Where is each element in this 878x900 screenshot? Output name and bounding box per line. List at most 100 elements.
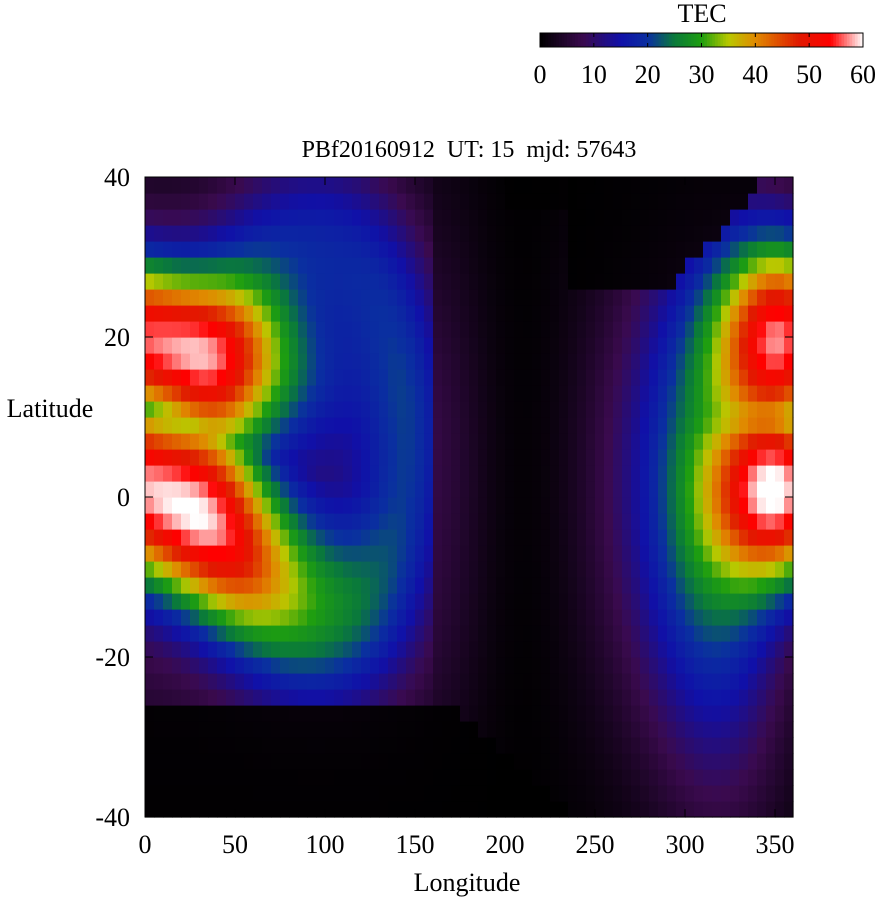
heatmap-cell — [397, 497, 407, 514]
heatmap-cell — [172, 177, 182, 194]
heatmap-cell — [442, 497, 452, 514]
heatmap-cell — [676, 769, 686, 786]
heatmap-cell — [667, 273, 677, 290]
heatmap-cell — [550, 305, 560, 322]
heatmap-cell — [154, 401, 164, 418]
heatmap-cell — [640, 561, 650, 578]
heatmap-cell — [586, 353, 596, 370]
heatmap-cell — [163, 321, 173, 338]
heatmap-cell — [487, 769, 497, 786]
heatmap-cell — [622, 641, 632, 658]
heatmap-cell — [667, 401, 677, 418]
heatmap-cell — [334, 433, 344, 450]
heatmap-cell — [262, 577, 272, 594]
heatmap-cell — [424, 209, 434, 226]
heatmap-cell — [532, 753, 542, 770]
heatmap-cell — [208, 673, 218, 690]
heatmap-cell — [424, 449, 434, 466]
heatmap-cell — [613, 417, 623, 434]
heatmap-cell — [145, 369, 155, 386]
heatmap-cell — [532, 689, 542, 706]
heatmap-cell — [622, 609, 632, 626]
heatmap-cell — [667, 385, 677, 402]
heatmap-cell — [739, 321, 749, 338]
heatmap-cell — [532, 209, 542, 226]
heatmap-cell — [208, 801, 218, 818]
heatmap-cell — [352, 737, 362, 754]
heatmap-cell — [604, 401, 614, 418]
heatmap-cell — [766, 753, 776, 770]
heatmap-cell — [595, 577, 605, 594]
heatmap-cell — [730, 545, 740, 562]
heatmap-cell — [406, 353, 416, 370]
heatmap-cell — [478, 657, 488, 674]
heatmap-cell — [163, 785, 173, 802]
heatmap-cell — [208, 561, 218, 578]
heatmap-cell — [388, 673, 398, 690]
heatmap-cell — [415, 561, 425, 578]
heatmap-cell — [622, 529, 632, 546]
heatmap-cell — [514, 385, 524, 402]
heatmap-cell — [775, 449, 785, 466]
heatmap-cell — [415, 545, 425, 562]
heatmap-cell — [550, 657, 560, 674]
heatmap-cell — [424, 801, 434, 818]
heatmap-cell — [469, 273, 479, 290]
heatmap-cell — [478, 513, 488, 530]
heatmap-cell — [586, 721, 596, 738]
heatmap-cell — [496, 705, 506, 722]
heatmap-cell — [433, 289, 443, 306]
heatmap-cell — [532, 305, 542, 322]
colorbar-swatch — [836, 33, 840, 47]
heatmap-cell — [775, 417, 785, 434]
heatmap-cell — [532, 257, 542, 274]
heatmap-cell — [577, 177, 587, 194]
heatmap-cell — [424, 401, 434, 418]
heatmap-cell — [298, 577, 308, 594]
heatmap-cell — [721, 705, 731, 722]
heatmap-cell — [217, 513, 227, 530]
heatmap-cell — [622, 465, 632, 482]
heatmap-cell — [388, 785, 398, 802]
heatmap-cell — [199, 353, 209, 370]
heatmap-cell — [604, 305, 614, 322]
heatmap-cell — [388, 641, 398, 658]
heatmap-cell — [154, 689, 164, 706]
heatmap-cell — [676, 321, 686, 338]
heatmap-cell — [154, 593, 164, 610]
heatmap-cell — [397, 561, 407, 578]
heatmap-cell — [775, 321, 785, 338]
heatmap-cell — [217, 785, 227, 802]
heatmap-cell — [244, 705, 254, 722]
heatmap-cell — [613, 225, 623, 242]
heatmap-cell — [730, 625, 740, 642]
heatmap-cell — [775, 529, 785, 546]
heatmap-cell — [613, 193, 623, 210]
heatmap-cell — [442, 305, 452, 322]
heatmap-cell — [415, 337, 425, 354]
heatmap-cell — [271, 689, 281, 706]
heatmap-cell — [181, 769, 191, 786]
heatmap-cell — [505, 753, 515, 770]
heatmap-cell — [280, 209, 290, 226]
heatmap-cell — [361, 257, 371, 274]
heatmap-cell — [235, 353, 245, 370]
heatmap-cell — [235, 417, 245, 434]
heatmap-cell — [154, 657, 164, 674]
heatmap-cell — [154, 577, 164, 594]
colorbar-swatch — [852, 33, 856, 47]
heatmap-cell — [172, 321, 182, 338]
heatmap-cell — [334, 497, 344, 514]
heatmap-cell — [370, 449, 380, 466]
heatmap-cell — [514, 433, 524, 450]
heatmap-cell — [712, 481, 722, 498]
heatmap-cell — [442, 225, 452, 242]
heatmap-cell — [523, 721, 533, 738]
heatmap-cell — [721, 625, 731, 642]
heatmap-cell — [757, 609, 767, 626]
heatmap-cell — [325, 209, 335, 226]
heatmap-cell — [262, 753, 272, 770]
heatmap-cell — [262, 449, 272, 466]
heatmap-cell — [208, 305, 218, 322]
heatmap-cell — [226, 465, 236, 482]
